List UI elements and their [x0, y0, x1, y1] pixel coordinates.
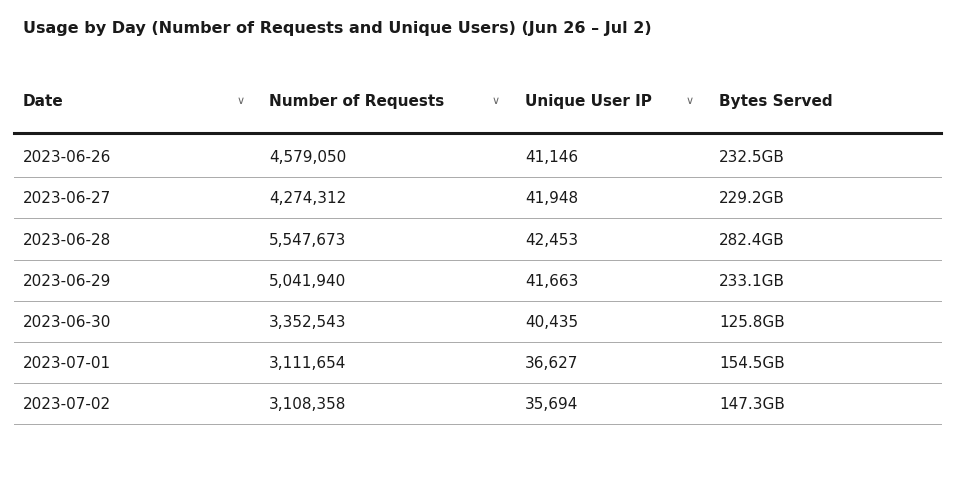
- Text: ∨: ∨: [686, 96, 694, 106]
- Text: 154.5GB: 154.5GB: [719, 355, 785, 370]
- Text: Unique User IP: Unique User IP: [525, 94, 651, 108]
- Text: 232.5GB: 232.5GB: [719, 150, 785, 165]
- Text: 41,948: 41,948: [525, 191, 578, 206]
- Text: 2023-06-28: 2023-06-28: [23, 232, 112, 247]
- Text: 40,435: 40,435: [525, 314, 578, 329]
- Text: 5,547,673: 5,547,673: [269, 232, 347, 247]
- Text: 3,108,358: 3,108,358: [269, 396, 347, 411]
- Text: 2023-07-02: 2023-07-02: [23, 396, 111, 411]
- Text: 42,453: 42,453: [525, 232, 578, 247]
- Text: 229.2GB: 229.2GB: [719, 191, 785, 206]
- Text: 36,627: 36,627: [525, 355, 578, 370]
- Text: 2023-06-26: 2023-06-26: [23, 150, 112, 165]
- Text: 147.3GB: 147.3GB: [719, 396, 785, 411]
- Text: Date: Date: [23, 94, 64, 108]
- Text: 2023-07-01: 2023-07-01: [23, 355, 111, 370]
- Text: 2023-06-27: 2023-06-27: [23, 191, 112, 206]
- Text: 35,694: 35,694: [525, 396, 578, 411]
- Text: 2023-06-29: 2023-06-29: [23, 273, 112, 288]
- Text: 41,146: 41,146: [525, 150, 578, 165]
- Text: ∨: ∨: [236, 96, 244, 106]
- Text: 233.1GB: 233.1GB: [719, 273, 785, 288]
- Text: Usage by Day (Number of Requests and Unique Users) (Jun 26 – Jul 2): Usage by Day (Number of Requests and Uni…: [23, 21, 651, 36]
- Text: Bytes Served: Bytes Served: [719, 94, 833, 108]
- Text: 2023-06-30: 2023-06-30: [23, 314, 112, 329]
- Text: 4,579,050: 4,579,050: [269, 150, 347, 165]
- Text: 3,352,543: 3,352,543: [269, 314, 347, 329]
- Text: 4,274,312: 4,274,312: [269, 191, 347, 206]
- Text: 3,111,654: 3,111,654: [269, 355, 347, 370]
- Text: ∨: ∨: [492, 96, 499, 106]
- Text: Number of Requests: Number of Requests: [269, 94, 444, 108]
- Text: 125.8GB: 125.8GB: [719, 314, 785, 329]
- Text: 5,041,940: 5,041,940: [269, 273, 347, 288]
- Text: 41,663: 41,663: [525, 273, 578, 288]
- Text: 282.4GB: 282.4GB: [719, 232, 785, 247]
